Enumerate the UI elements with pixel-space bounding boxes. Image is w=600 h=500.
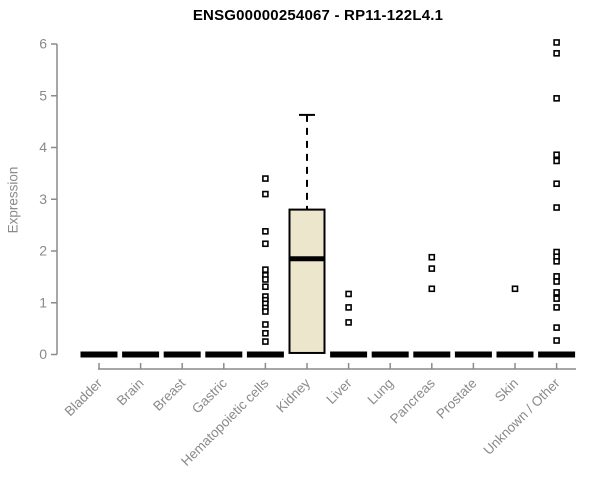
outlier-point (428, 253, 436, 261)
outlier-point (553, 180, 560, 188)
y-tick-label: 0 (39, 346, 47, 362)
outlier-point (262, 283, 269, 291)
collapsed-box (496, 351, 534, 358)
collapsed-box (163, 351, 201, 358)
collapsed-box (330, 351, 368, 358)
outlier-point (262, 329, 269, 337)
outlier-point (262, 190, 269, 198)
collapsed-box (413, 351, 451, 358)
outlier-point (553, 95, 560, 102)
outlier-point (262, 276, 269, 283)
y-tick-label: 5 (39, 87, 47, 103)
outlier-point (553, 278, 560, 285)
collapsed-box (205, 351, 243, 358)
outlier-point (553, 337, 560, 344)
outlier-point (345, 304, 352, 311)
y-tick-label: 3 (39, 191, 47, 207)
collapsed-box (454, 351, 492, 358)
outlier-point (428, 265, 436, 272)
outlier-point (345, 290, 352, 298)
x-tick-label: Skin (492, 376, 521, 405)
outlier-point (262, 321, 269, 328)
outlier-point (262, 338, 269, 345)
x-tick-label: Prostate (433, 376, 479, 422)
outlier-point (428, 285, 436, 293)
x-tick-label: Gastric (189, 375, 230, 416)
x-tick-label: Brain (114, 376, 147, 409)
outlier-point (553, 324, 560, 331)
collapsed-box (80, 351, 118, 358)
chart-title: ENSG00000254067 - RP11-122L4.1 (192, 7, 444, 24)
x-tick-label: Pancreas (387, 375, 438, 426)
outlier-point (262, 228, 269, 235)
median-line (289, 256, 325, 262)
collapsed-box (246, 351, 284, 358)
outlier-point (553, 204, 560, 211)
outlier-point (553, 151, 560, 159)
x-tick-label: Lung (364, 376, 396, 408)
collapsed-box (122, 351, 160, 358)
y-tick-label: 2 (39, 243, 47, 259)
outlier-point (553, 295, 560, 302)
outlier-point (511, 285, 519, 293)
y-tick-label: 1 (39, 294, 47, 310)
collapsed-box (538, 351, 576, 358)
outlier-point (262, 175, 269, 182)
box-iqr (288, 208, 326, 354)
outlier-point (553, 157, 560, 165)
x-tick-label: Liver (323, 375, 355, 407)
outlier-point (262, 266, 269, 273)
outlier-point (553, 39, 560, 46)
x-tick-label: Bladder (62, 375, 106, 419)
x-tick-label: Breast (150, 375, 188, 413)
outlier-point (553, 289, 560, 296)
y-tick-label: 4 (39, 139, 47, 155)
collapsed-box (371, 351, 409, 358)
outlier-point (553, 304, 560, 311)
outlier-point (345, 319, 352, 326)
x-tick-label: Kidney (273, 375, 313, 415)
y-tick-label: 6 (39, 36, 47, 52)
outlier-point (553, 273, 560, 280)
outlier-point (262, 308, 269, 315)
outlier-point (553, 258, 560, 265)
outlier-point (553, 50, 560, 57)
x-tick-label: Unknown / Other (480, 375, 563, 458)
outlier-point (262, 240, 269, 248)
